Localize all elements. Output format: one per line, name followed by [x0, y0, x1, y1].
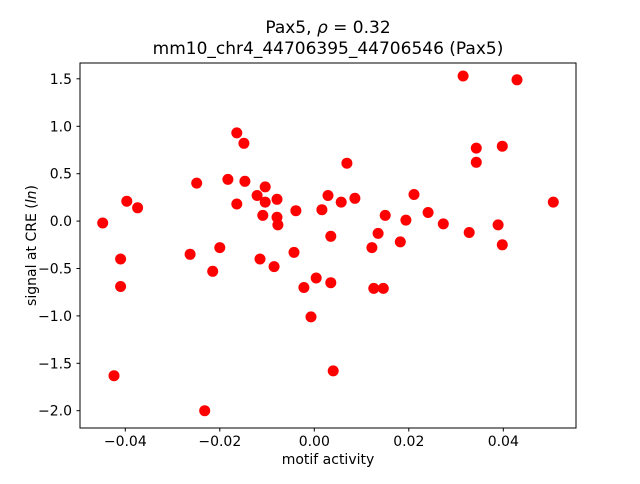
y-axis-label-suffix: )	[24, 185, 40, 190]
scatter-point	[191, 177, 203, 189]
y-tick-label: 0.5	[50, 167, 72, 183]
scatter-point	[132, 202, 144, 214]
scatter-point	[251, 190, 263, 201]
scatter-point	[298, 282, 310, 293]
scatter-point	[496, 140, 508, 152]
scatter-point	[327, 365, 339, 377]
y-axis-label-italic: ln	[24, 191, 40, 204]
scatter-point	[115, 281, 127, 292]
scatter-point	[290, 205, 302, 217]
scatter-point	[322, 190, 334, 201]
scatter-point	[207, 265, 219, 277]
scatter-point	[288, 246, 300, 258]
x-axis-label: motif activity	[282, 452, 375, 468]
scatter-point	[325, 277, 337, 289]
scatter-point	[259, 181, 271, 193]
scatter-point	[259, 196, 271, 208]
chart-title: Pax5, ρ = 0.32	[265, 18, 390, 38]
x-tick-label: −0.02	[198, 434, 241, 450]
scatter-point	[377, 282, 389, 294]
scatter-point	[268, 261, 280, 273]
scatter-point	[108, 370, 120, 382]
scatter-point	[437, 218, 449, 230]
scatter-point	[470, 156, 482, 168]
y-tick-label: 1.5	[50, 72, 72, 88]
scatter-point	[97, 217, 109, 229]
scatter-point	[316, 204, 328, 216]
scatter-point	[272, 219, 284, 231]
scatter-point	[231, 127, 243, 139]
scatter-point	[492, 219, 504, 231]
scatter-point	[325, 230, 337, 242]
scatter-point	[463, 227, 475, 238]
scatter-point	[422, 207, 434, 218]
scatter-point	[341, 157, 353, 169]
scatter-point	[400, 214, 412, 226]
y-tick-label: 0.0	[50, 214, 72, 230]
scatter-point	[496, 239, 508, 251]
scatter-point	[115, 253, 127, 265]
scatter-point	[231, 198, 243, 210]
scatter-point	[222, 173, 234, 185]
scatter-point	[470, 142, 482, 154]
scatter-point	[335, 196, 347, 208]
scatter-point	[199, 405, 211, 417]
plot-border	[79, 62, 577, 429]
y-tick-label: −2.0	[38, 404, 72, 420]
scatter-point	[271, 193, 283, 205]
scatter-point	[408, 189, 420, 200]
x-tick-label: 0.02	[393, 434, 424, 450]
scatter-point	[254, 253, 266, 265]
scatter-point	[305, 311, 317, 323]
y-tick-label: 1.0	[50, 119, 72, 135]
chart-subtitle: mm10_chr4_44706395_44706546 (Pax5)	[153, 39, 504, 59]
chart-title-prefix: Pax5,	[265, 18, 317, 38]
y-tick-label: −1.0	[38, 309, 72, 325]
scatter-point	[457, 70, 469, 82]
scatter-point	[379, 209, 391, 221]
scatter-point	[121, 195, 133, 207]
scatter-point	[511, 74, 523, 86]
scatter-point	[310, 272, 322, 284]
scatter-point	[372, 227, 384, 239]
scatter-point	[368, 282, 380, 294]
scatter-point	[547, 196, 559, 208]
scatter-point	[214, 242, 226, 254]
scatter-point	[239, 175, 251, 187]
plot-area: −0.04 −0.02 0.00 0.02 0.04 1.5 1.0 0.5 0.0 −0.5 −1…	[38, 70, 559, 450]
scatter-point	[349, 192, 361, 204]
scatter-point	[257, 209, 269, 221]
y-axis-label-prefix: signal at CRE (	[24, 203, 40, 306]
y-tick-label: −0.5	[38, 262, 72, 278]
scatter-point	[184, 248, 196, 260]
y-tick-label: −1.5	[38, 356, 72, 372]
scatter-point	[366, 242, 378, 254]
y-axis-label: signal at CRE (ln)	[24, 185, 40, 306]
x-tick-label: −0.04	[104, 434, 147, 450]
x-tick-label: 0.04	[488, 434, 519, 450]
rho-symbol: ρ	[317, 18, 328, 38]
x-tick-label: 0.00	[299, 434, 330, 450]
scatter-point	[238, 137, 250, 149]
scatter-point	[394, 236, 406, 248]
chart-title-suffix: = 0.32	[328, 18, 391, 38]
